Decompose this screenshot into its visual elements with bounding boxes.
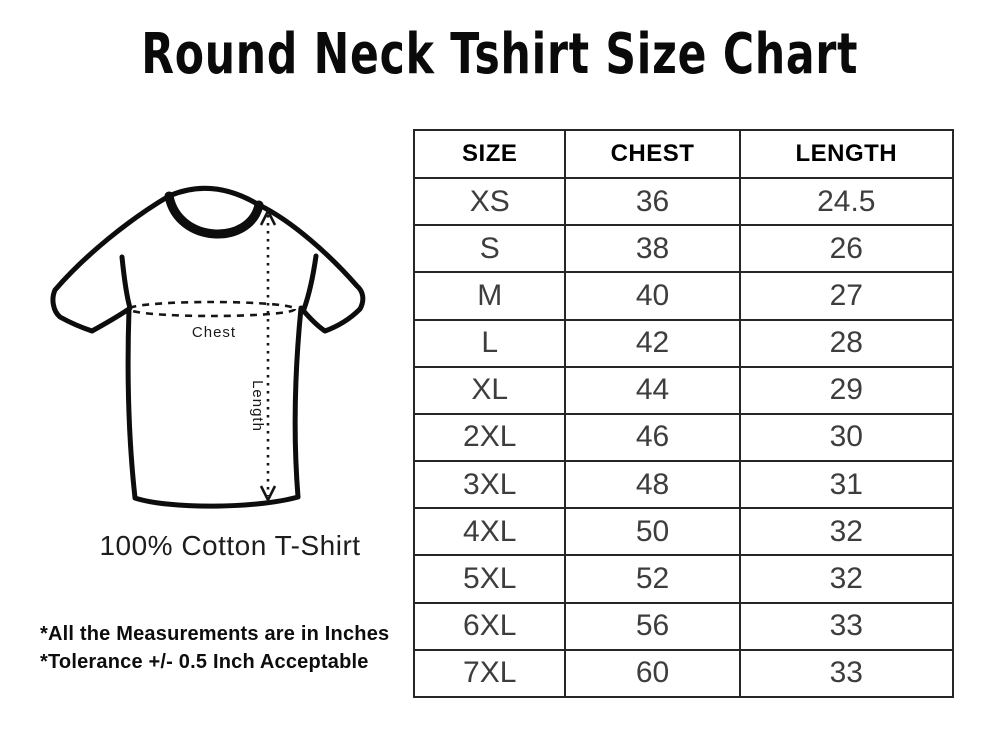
table-cell: 38 bbox=[564, 224, 741, 274]
table-cell: 44 bbox=[564, 365, 741, 415]
size-table: SIZE CHEST LENGTH XS 36 24.5 S 38 26 M 40 27 L 42 2… bbox=[412, 129, 955, 699]
table-cell: L bbox=[412, 318, 567, 368]
collar bbox=[164, 191, 264, 239]
header-length: LENGTH bbox=[738, 129, 955, 179]
cotton-caption: 100% Cotton T-Shirt bbox=[99, 530, 361, 561]
arrow-up-icon bbox=[259, 208, 277, 226]
table-cell: 33 bbox=[738, 601, 955, 651]
table-row: 6XL 56 33 bbox=[412, 601, 955, 651]
chest-label: Chest bbox=[192, 324, 236, 341]
table-row: XS 36 24.5 bbox=[412, 176, 955, 227]
table-cell: XL bbox=[412, 365, 567, 415]
table-cell: 7XL bbox=[412, 648, 567, 699]
table-cell: 50 bbox=[564, 507, 741, 557]
note-tolerance: *Tolerance +/- 0.5 Inch Acceptable bbox=[40, 651, 369, 673]
table-cell: 46 bbox=[564, 412, 741, 463]
header-chest: CHEST bbox=[564, 129, 741, 179]
table-cell: 31 bbox=[738, 460, 955, 510]
table-row: 2XL 46 30 bbox=[412, 412, 955, 463]
sleeve-seam-left bbox=[119, 254, 133, 311]
table-cell: 27 bbox=[738, 271, 955, 321]
table-cell: 24.5 bbox=[738, 176, 955, 227]
table-cell: 42 bbox=[564, 318, 741, 368]
note-measurements: *All the Measurements are in Inches bbox=[40, 623, 390, 645]
table-cell: 56 bbox=[564, 601, 741, 651]
table-cell: 30 bbox=[738, 412, 955, 463]
table-cell: XS bbox=[412, 176, 567, 227]
table-cell: S bbox=[412, 224, 567, 274]
table-cell: M bbox=[412, 271, 567, 321]
arrow-down-icon bbox=[259, 485, 277, 503]
table-cell: 48 bbox=[564, 460, 741, 510]
table-row: 7XL 60 33 bbox=[412, 648, 955, 699]
table-cell: 33 bbox=[738, 648, 955, 699]
table-cell: 52 bbox=[564, 554, 741, 604]
table-cell: 60 bbox=[564, 648, 741, 699]
table-row: M 40 27 bbox=[412, 271, 955, 321]
page-title-wrap: Round Neck Tshirt Size Chart bbox=[0, 24, 1000, 86]
table-row: 3XL 48 31 bbox=[412, 460, 955, 510]
page-title: Round Neck Tshirt Size Chart bbox=[141, 22, 859, 87]
table-cell: 4XL bbox=[412, 507, 567, 557]
length-label: Length bbox=[249, 380, 266, 432]
tshirt-outline bbox=[50, 185, 366, 509]
table-cell: 32 bbox=[738, 507, 955, 557]
table-cell: 29 bbox=[738, 365, 955, 415]
table-row: 4XL 50 32 bbox=[412, 507, 955, 557]
table-cell: 36 bbox=[564, 176, 741, 227]
sleeve-seam-right bbox=[301, 253, 319, 312]
table-cell: 28 bbox=[738, 318, 955, 368]
table-cell: 5XL bbox=[412, 554, 567, 604]
table-row: XL 44 29 bbox=[412, 365, 955, 415]
table-cell: 3XL bbox=[412, 460, 567, 510]
table-row: S 38 26 bbox=[412, 224, 955, 274]
table-cell: 32 bbox=[738, 554, 955, 604]
table-header-row: SIZE CHEST LENGTH bbox=[412, 129, 955, 179]
table-cell: 26 bbox=[738, 224, 955, 274]
table-row: L 42 28 bbox=[412, 318, 955, 368]
table-cell: 40 bbox=[564, 271, 741, 321]
table-cell: 2XL bbox=[412, 412, 567, 463]
tshirt-illustration: Chest Length bbox=[50, 185, 366, 509]
header-size: SIZE bbox=[412, 129, 567, 179]
table-row: 5XL 52 32 bbox=[412, 554, 955, 604]
table-cell: 6XL bbox=[412, 601, 567, 651]
measurement-notes: *All the Measurements are in Inches *Tol… bbox=[40, 620, 389, 676]
chest-measure-ellipse bbox=[127, 300, 297, 318]
size-table-body: XS 36 24.5 S 38 26 M 40 27 L 42 28 XL 44 29 2XL 46 30 3XL 4… bbox=[412, 176, 955, 699]
